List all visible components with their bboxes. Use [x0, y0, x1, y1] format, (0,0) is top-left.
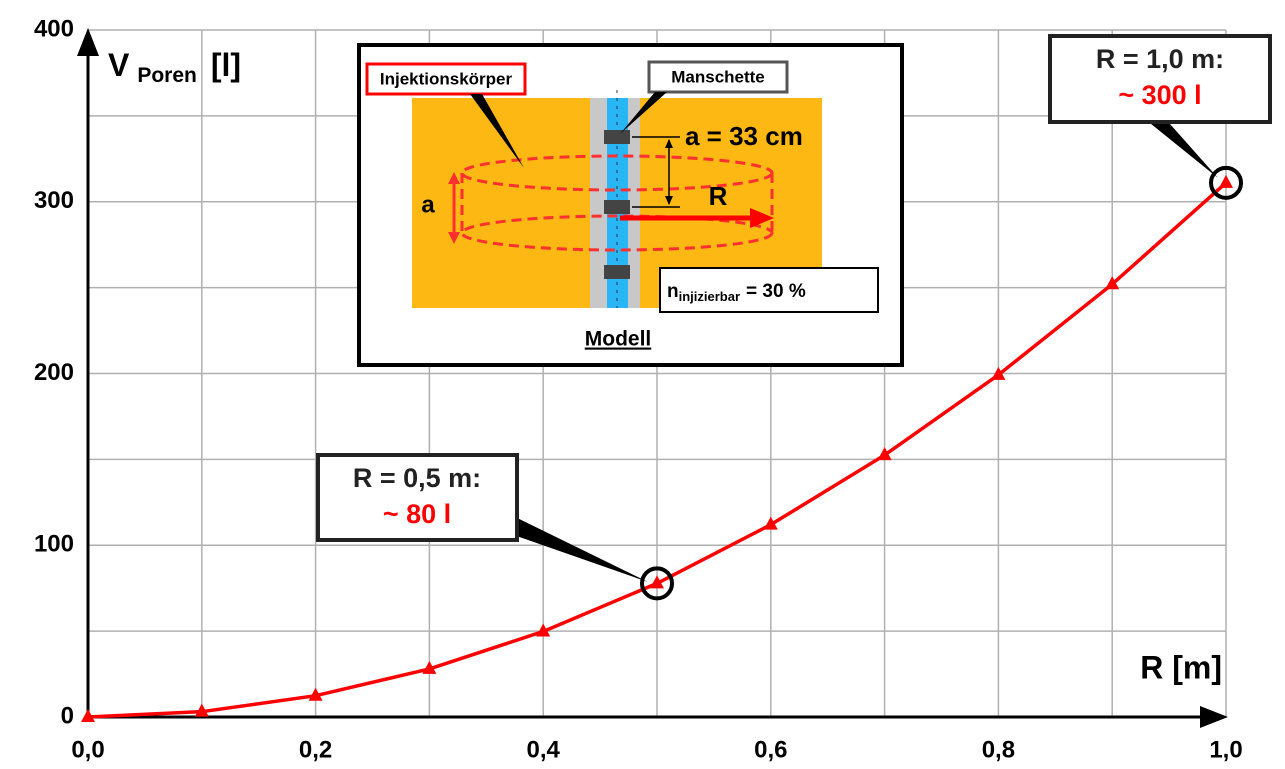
callout-value: ~ 80 l — [383, 499, 451, 529]
callout-title: R = 0,5 m: — [353, 463, 481, 493]
height-label: a — [421, 191, 435, 218]
y-tick-label: 100 — [34, 531, 74, 558]
x-axis-title: R [m] — [1140, 649, 1222, 685]
y-tick-label: 200 — [34, 359, 74, 386]
x-tick-label: 0,6 — [754, 736, 787, 763]
sleeve-label: Manschette — [671, 67, 765, 86]
callout: R = 0,5 m: ~ 80 l — [318, 455, 648, 582]
pointer — [505, 512, 648, 582]
x-tick-label: 0,0 — [71, 736, 104, 763]
callout-value: ~ 300 l — [1118, 80, 1201, 110]
sleeve — [604, 200, 630, 214]
y-axis-arrow — [77, 28, 99, 56]
x-tick-label: 0,4 — [527, 736, 561, 763]
inset-caption: Modell — [585, 328, 652, 351]
y-tick-label: 0 — [61, 702, 74, 729]
sleeve — [604, 265, 630, 279]
callout-title: R = 1,0 m: — [1096, 44, 1224, 74]
injection-body-label: Injektionskörper — [380, 69, 513, 88]
x-tick-label: 1,0 — [1209, 736, 1242, 763]
inset: a R a = 33 cm Injektionskörper Manschett… — [359, 45, 902, 365]
x-axis-arrow — [1200, 706, 1228, 728]
data-point — [1219, 175, 1233, 188]
sleeve — [604, 130, 630, 144]
pointer — [1140, 115, 1218, 178]
y-tick-label: 300 — [34, 187, 74, 214]
y-tick-label: 400 — [34, 15, 74, 42]
radius-label: R — [709, 181, 728, 211]
chart: VPoren[l] R [m] a R a = 33 cm Injektions… — [0, 0, 1285, 769]
x-tick-label: 0,8 — [982, 736, 1015, 763]
x-tick-label: 0,2 — [299, 736, 332, 763]
callout: R = 1,0 m: ~ 300 l — [1050, 36, 1270, 178]
spacing-label: a = 33 cm — [685, 121, 803, 151]
